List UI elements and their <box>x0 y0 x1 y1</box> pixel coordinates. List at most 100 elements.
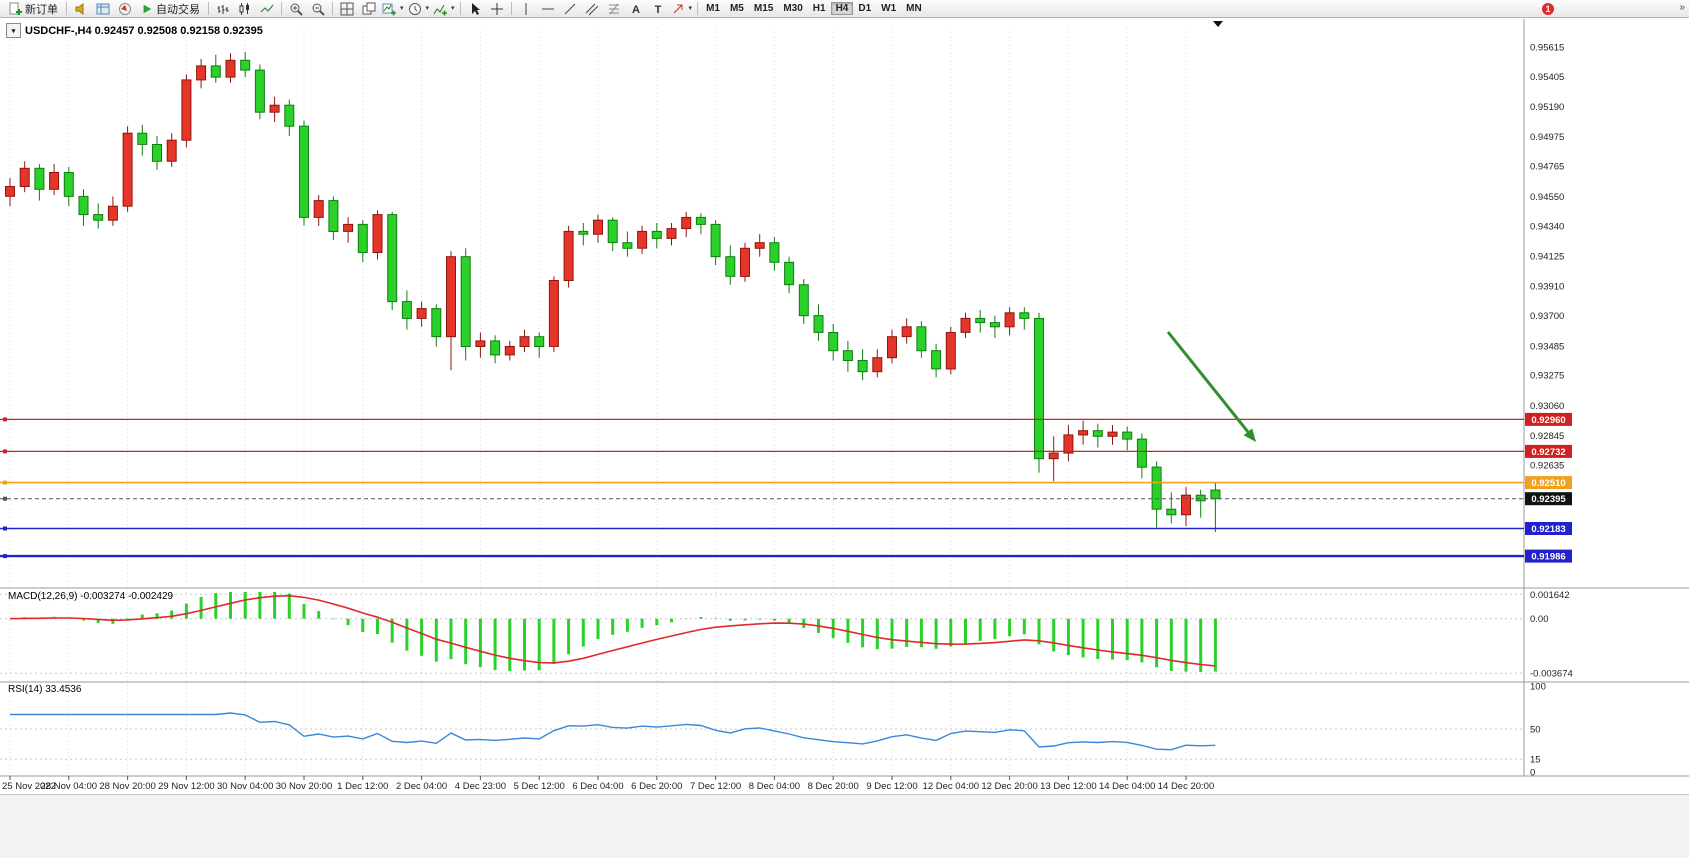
market-watch-button[interactable] <box>92 1 114 17</box>
timeframe-m15[interactable]: M15 <box>753 3 774 14</box>
indicators-icon <box>433 4 448 15</box>
trendline-button[interactable] <box>559 1 581 17</box>
svg-text:14 Dec 20:00: 14 Dec 20:00 <box>1158 781 1215 792</box>
caret-down-icon: ▾ <box>425 5 430 12</box>
svg-text:0.93700: 0.93700 <box>1530 311 1564 322</box>
auto-trading-button[interactable]: 自动交易 <box>136 1 205 17</box>
crosshair-icon <box>490 2 503 15</box>
text-button[interactable]: A <box>625 1 647 17</box>
svg-text:0.95405: 0.95405 <box>1530 72 1564 83</box>
svg-text:100: 100 <box>1530 682 1546 693</box>
line-chart-button[interactable] <box>256 1 278 17</box>
toolbar-separator <box>332 2 333 15</box>
svg-text:0.00: 0.00 <box>1530 614 1549 625</box>
svg-text:0.94125: 0.94125 <box>1530 252 1564 263</box>
svg-text:28 Nov 20:00: 28 Nov 20:00 <box>99 781 156 792</box>
horizontal-lines[interactable] <box>0 417 1524 559</box>
toolbar-separator <box>281 2 282 15</box>
toolbar-separator <box>697 2 699 15</box>
chart-grid <box>9 28 1187 774</box>
play-icon <box>143 4 152 13</box>
svg-text:0.001642: 0.001642 <box>1530 590 1570 601</box>
svg-text:0.94765: 0.94765 <box>1530 162 1564 173</box>
timeframe-h1[interactable]: H1 <box>812 3 826 14</box>
bar-chart-icon <box>217 4 229 14</box>
timeframe-mn[interactable]: MN <box>906 3 922 14</box>
horizontal-line-button[interactable] <box>537 1 559 17</box>
new-order-button[interactable]: 新订单 <box>3 1 63 17</box>
caret-down-icon: ▾ <box>451 5 455 12</box>
market-watch-icon <box>96 3 110 14</box>
new-chart-icon <box>382 3 396 15</box>
candlestick-icon <box>239 2 249 15</box>
equidistant-channel-button[interactable] <box>581 1 603 17</box>
svg-text:0.92732: 0.92732 <box>1531 447 1565 458</box>
timeframe-h4[interactable]: H4 <box>830 2 854 15</box>
timeframe-w1[interactable]: W1 <box>881 3 897 14</box>
tile-windows-icon <box>340 2 354 15</box>
speaker-icon <box>75 2 84 15</box>
timeframe-m1[interactable]: M1 <box>706 3 720 14</box>
timeframe-d1[interactable]: D1 <box>858 3 872 14</box>
crosshair-button[interactable] <box>486 1 508 17</box>
svg-text:0.93275: 0.93275 <box>1530 371 1564 382</box>
svg-text:29 Nov 12:00: 29 Nov 12:00 <box>158 781 215 792</box>
caret-down-icon: ▾ <box>400 5 404 12</box>
zoom-out-button[interactable] <box>307 1 329 17</box>
svg-text:0.92510: 0.92510 <box>1531 478 1565 489</box>
svg-text:0.94340: 0.94340 <box>1530 221 1564 232</box>
zoom-in-button[interactable] <box>285 1 307 17</box>
profiles-button[interactable]: ▾ <box>406 1 432 17</box>
fibonacci-button[interactable] <box>603 1 625 17</box>
clock-icon <box>408 2 421 15</box>
toolbar-separator <box>66 2 67 15</box>
macd-panel: 0.001642 0.00 -0.003674 <box>0 590 1573 680</box>
svg-text:0.93485: 0.93485 <box>1530 341 1564 352</box>
svg-text:0.91986: 0.91986 <box>1531 552 1565 563</box>
new-order-label: 新订单 <box>25 3 58 16</box>
svg-text:25 Nov 2022: 25 Nov 2022 <box>2 781 56 792</box>
channel-icon <box>585 3 598 15</box>
cursor-icon <box>471 2 480 15</box>
tile-windows-button[interactable] <box>336 1 358 17</box>
candles <box>5 51 1221 532</box>
arrows-button[interactable]: ▾ <box>669 1 695 17</box>
svg-text:0.93060: 0.93060 <box>1530 401 1564 412</box>
cursor-button[interactable] <box>464 1 486 17</box>
svg-text:6 Dec 20:00: 6 Dec 20:00 <box>631 781 682 792</box>
panel-separators[interactable] <box>0 19 1689 777</box>
toolbar-overflow-icon[interactable]: » <box>1679 2 1685 13</box>
zoom-in-icon <box>290 3 303 16</box>
chart-shift-marker[interactable] <box>1213 21 1223 27</box>
vertical-line-button[interactable] <box>515 1 537 17</box>
arrow-annotation[interactable] <box>1166 331 1256 442</box>
bar-chart-button[interactable] <box>212 1 234 17</box>
svg-text:0.92635: 0.92635 <box>1530 461 1564 472</box>
svg-text:50: 50 <box>1530 725 1541 736</box>
new-chart-button[interactable]: ▾ <box>380 1 406 17</box>
line-chart-icon <box>260 4 274 12</box>
notification-badge[interactable]: 1 <box>1542 3 1554 15</box>
svg-text:0: 0 <box>1530 768 1535 779</box>
svg-text:8 Dec 04:00: 8 Dec 04:00 <box>749 781 800 792</box>
candlestick-chart-button[interactable] <box>234 1 256 17</box>
cascade-windows-button[interactable] <box>358 1 380 17</box>
symbol-dropdown[interactable]: ▾ <box>6 23 21 38</box>
timeframe-m30[interactable]: M30 <box>783 3 803 14</box>
toolbar-separator <box>459 2 461 15</box>
text-icon: A <box>632 4 640 16</box>
svg-text:0.92395: 0.92395 <box>1531 494 1566 505</box>
svg-text:12 Dec 20:00: 12 Dec 20:00 <box>981 781 1038 792</box>
svg-text:0.95190: 0.95190 <box>1530 102 1564 113</box>
sound-button[interactable] <box>70 1 92 17</box>
svg-text:6 Dec 04:00: 6 Dec 04:00 <box>572 781 623 792</box>
timeframe-m5[interactable]: M5 <box>729 3 744 14</box>
navigator-button[interactable] <box>114 1 136 17</box>
label-button[interactable]: T <box>647 1 669 17</box>
svg-text:28 Nov 04:00: 28 Nov 04:00 <box>41 781 98 792</box>
auto-trading-label: 自动交易 <box>156 3 200 16</box>
indicators-button[interactable]: ▾ <box>431 1 457 17</box>
